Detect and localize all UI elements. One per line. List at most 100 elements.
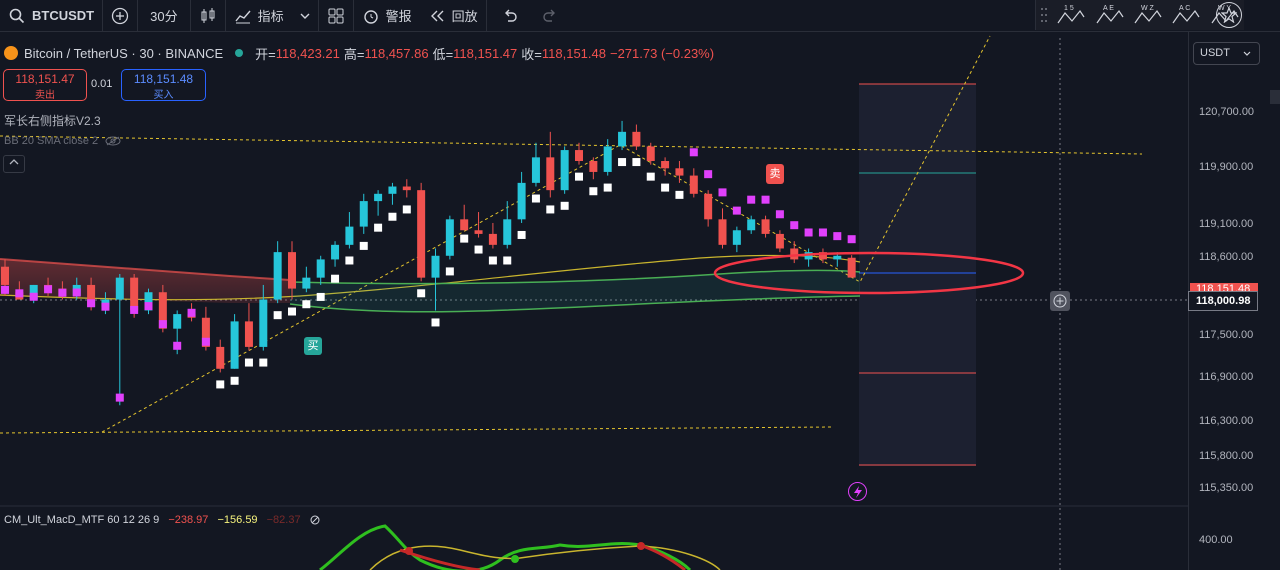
signal-dot — [818, 228, 827, 237]
signal-dot — [517, 230, 526, 239]
drawing-tool-2[interactable]: A E — [1095, 3, 1125, 27]
candle-body — [345, 226, 354, 245]
currency-select[interactable]: USDT — [1193, 42, 1260, 65]
drawing-tool-1[interactable]: 1 5 — [1056, 3, 1086, 27]
symbol-search[interactable]: BTCUSDT — [0, 0, 104, 32]
chart-type-button[interactable] — [191, 0, 226, 32]
collapse-legend-button[interactable] — [3, 155, 25, 173]
redo-icon — [542, 9, 555, 22]
candle-body — [388, 186, 397, 194]
chevron-down-icon — [1243, 51, 1251, 56]
redo-button[interactable] — [533, 0, 573, 32]
candle-body — [718, 219, 727, 245]
indicators-dropdown[interactable] — [292, 0, 319, 32]
signal-dot — [732, 206, 741, 215]
candle-body — [316, 259, 325, 278]
hidden-eye-icon[interactable] — [105, 136, 121, 146]
candle-body — [288, 252, 296, 289]
compare-button[interactable] — [103, 0, 139, 32]
replay-button[interactable]: 回放 — [420, 0, 487, 32]
candle-body — [833, 255, 842, 260]
symbol-label: BTCUSDT — [32, 8, 95, 23]
axis-scroll-handle[interactable] — [1270, 90, 1280, 104]
indicators-icon — [235, 10, 251, 23]
indicator-label-bb[interactable]: BB 20 SMA close 2 — [4, 135, 121, 147]
buy-button[interactable]: 118,151.48 买入 — [121, 69, 206, 101]
drawing-tool-3[interactable]: W Z — [1133, 3, 1163, 27]
signal-dot — [603, 183, 612, 192]
candle-body — [417, 190, 426, 278]
signal-dot — [273, 311, 282, 320]
signal-dot — [259, 358, 268, 367]
signal-dot — [560, 201, 569, 210]
high-value: 118,457.86 — [364, 45, 429, 61]
sell-price: 118,151.47 — [15, 72, 75, 86]
candle-body — [704, 193, 713, 220]
signal-dot — [173, 341, 182, 350]
signal-dot — [847, 235, 856, 244]
candle-body — [632, 131, 641, 147]
crosshair-price-tag: 118,000.98 — [1188, 291, 1258, 311]
macd-legend[interactable]: CM_Ult_MacD_MTF 60 12 26 9 −238.97 −156.… — [4, 514, 320, 526]
drag-handle-icon[interactable] — [1040, 6, 1048, 24]
candle-body — [575, 150, 583, 161]
candle-body — [359, 201, 368, 227]
close-key: 收= — [521, 46, 542, 62]
symbol-title[interactable]: Bitcoin / TetherUS · 30 · BINANCE — [24, 45, 224, 61]
macd-cross-dot — [405, 547, 413, 555]
signal-dot — [72, 288, 81, 297]
alarm-clock-icon — [363, 9, 378, 24]
open-key: 开= — [255, 46, 276, 62]
macd-signal-yellow — [369, 545, 721, 570]
candle-body — [87, 284, 96, 307]
signal-dot — [474, 245, 483, 254]
candle-body — [115, 277, 124, 300]
bitcoin-logo-icon — [4, 46, 18, 60]
hidden-icon[interactable] — [310, 515, 320, 525]
sell-button[interactable]: 118,151.47 卖出 — [3, 69, 87, 101]
signal-dot — [29, 292, 38, 301]
candle-body — [130, 277, 139, 311]
candle-body — [1, 266, 9, 285]
add-alert-plus-button[interactable] — [1050, 291, 1070, 311]
candle-body — [244, 321, 253, 347]
lightning-icon[interactable] — [848, 482, 867, 501]
macd-value-3: −82.37 — [266, 514, 301, 526]
drawing-tool-4[interactable]: A C — [1171, 3, 1201, 27]
signal-dot — [661, 183, 670, 192]
signal-dot — [302, 300, 311, 309]
chevron-down-icon — [300, 13, 310, 19]
indicators-button[interactable]: 指标 — [226, 0, 292, 32]
candle-body — [661, 161, 670, 169]
undo-button[interactable] — [487, 0, 533, 32]
candles-icon — [201, 7, 215, 23]
indicator-label-1[interactable]: 军长右侧指标V2.3 — [4, 114, 101, 128]
candle-body — [302, 277, 311, 289]
signal-dot — [747, 195, 756, 204]
interval-label: 30分 — [150, 9, 178, 24]
favorite-star-button[interactable] — [1216, 2, 1242, 28]
signal-dot — [646, 172, 655, 181]
signal-dot — [144, 302, 153, 311]
zigzag-icon: A C — [1172, 5, 1200, 24]
main-chart[interactable] — [0, 32, 1188, 570]
signal-dot — [158, 320, 167, 329]
alert-button[interactable]: 警报 — [354, 0, 420, 32]
layouts-button[interactable] — [319, 0, 354, 32]
axis-label: 120,700.00 — [1199, 106, 1255, 118]
low-key: 低= — [432, 46, 454, 62]
signal-dot — [288, 307, 296, 316]
signal-dot — [589, 187, 598, 196]
signal-dot — [833, 232, 842, 241]
zigzag-pattern — [101, 35, 991, 433]
candle-body — [273, 252, 282, 300]
star-icon — [1221, 7, 1237, 23]
candle-body — [603, 146, 612, 172]
signal-dot — [531, 194, 540, 203]
interval-button[interactable]: 30分 — [138, 0, 191, 32]
open-value: 118,423.21 — [275, 45, 340, 61]
candle-body — [689, 175, 698, 194]
signal-dot — [216, 380, 225, 389]
signal-dots — [1, 148, 856, 402]
candle-body — [847, 257, 856, 278]
